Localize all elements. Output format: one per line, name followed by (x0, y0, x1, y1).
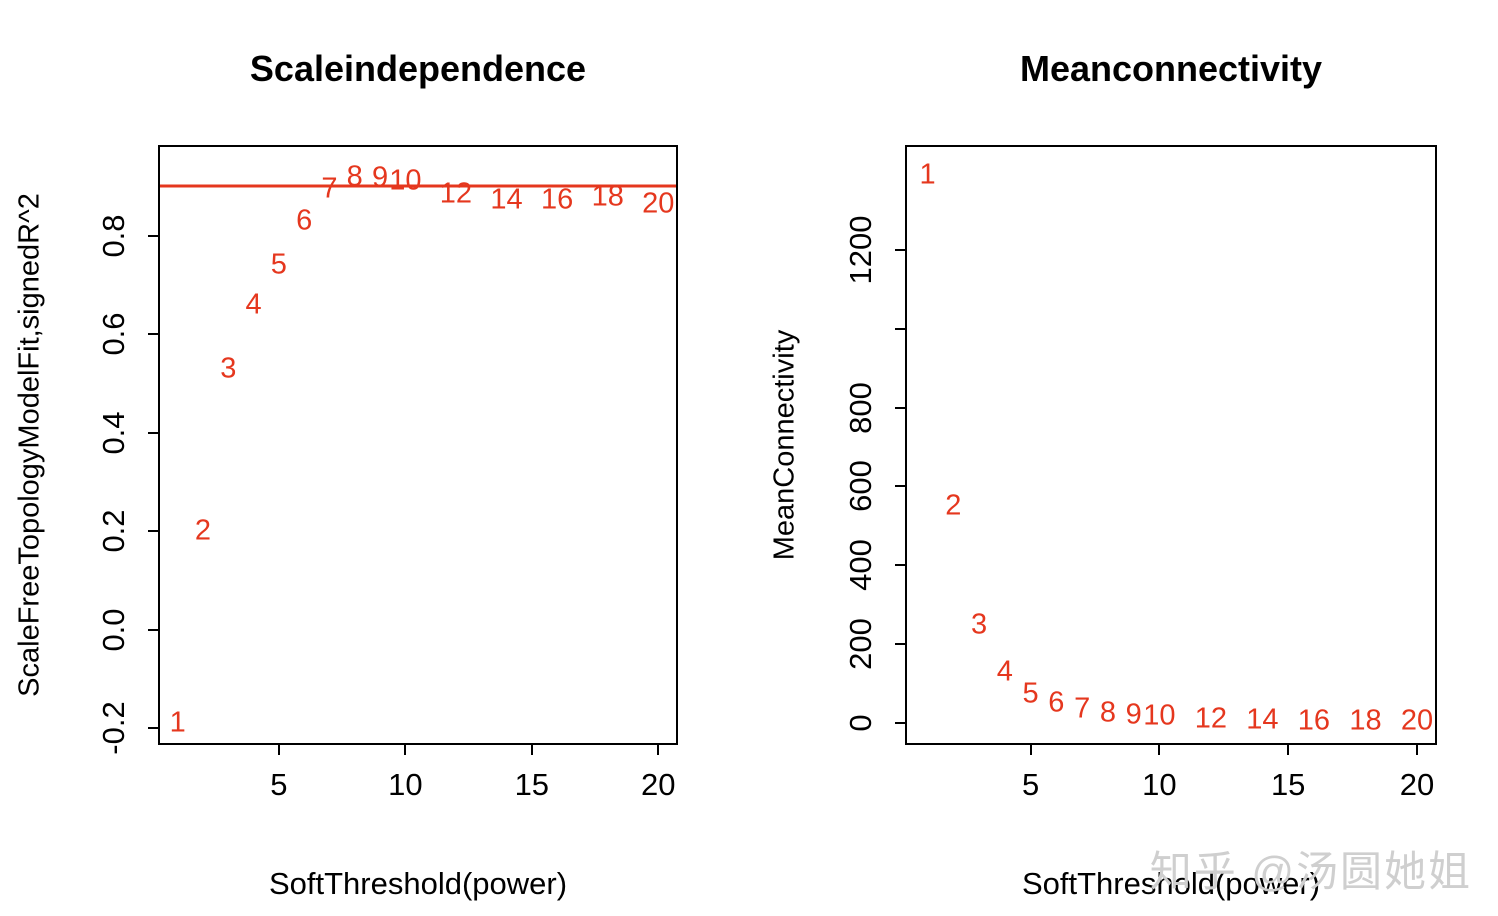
y-tick-label: 0.2 (96, 509, 131, 553)
x-tick-mark (657, 743, 660, 755)
data-point-label: 4 (996, 655, 1013, 688)
data-point-label: 3 (220, 352, 237, 385)
data-point-label: 10 (1143, 699, 1176, 732)
x-tick-mark (1287, 743, 1290, 755)
x-tick-mark (277, 743, 280, 755)
data-point-label: 1 (919, 158, 936, 191)
data-point-label: 14 (1246, 703, 1279, 736)
y-tick-mark (895, 248, 907, 251)
data-point-label: 14 (490, 183, 523, 216)
y-tick-mark (148, 530, 160, 533)
y-tick-label: 0 (843, 714, 878, 732)
scale-independence-x-axis-label: SoftThreshold(power) (268, 866, 568, 901)
x-tick-mark (1158, 743, 1161, 755)
data-point-label: 10 (389, 164, 422, 197)
data-point-label: 16 (1297, 704, 1331, 736)
y-tick-mark (148, 333, 160, 336)
y-tick-label: -0.2 (96, 701, 131, 755)
x-tick-label: 15 (514, 767, 550, 802)
y-tick-label: 1200 (843, 215, 878, 285)
x-tick-mark (1029, 743, 1032, 755)
data-point-label: 1 (169, 706, 186, 739)
y-tick-mark (148, 727, 160, 730)
data-point-label: 9 (371, 161, 389, 194)
data-point-label: 2 (945, 489, 962, 522)
mean-connectivity-y-axis-label: MeanConnectivity (768, 329, 801, 561)
mean-connectivity-plot: 5 10 15 20 0 200 400 600 800 1200 1 2 3 4 5 6 7 8 9 10 12 14 1… (843, 145, 1437, 802)
scale-independence-plot: 5 10 15 20 -0.2 0.0 0.2 0.4 0.6 0.8 1 2 3 4 5 6 7 8 9 10 12 1… (96, 145, 678, 802)
data-point-label: 8 (346, 160, 363, 193)
data-point-label: 6 (1048, 686, 1065, 719)
data-point-label: 7 (321, 172, 338, 205)
mean-connectivity-title: Meanconnectivity (1019, 48, 1323, 89)
scale-independence-y-axis-label: ScaleFreeTopologyModelFit,signedR^2 (13, 193, 46, 697)
y-tick-label: 0.8 (96, 214, 131, 258)
x-tick-label: 10 (1142, 767, 1177, 802)
data-point-label: 8 (1099, 696, 1116, 729)
data-point-label: 2 (194, 514, 212, 547)
data-point-label: 4 (245, 288, 262, 321)
x-tick-mark (404, 743, 407, 755)
y-tick-label: 200 (843, 618, 878, 671)
x-tick-label: 5 (270, 767, 288, 802)
data-point-label: 5 (270, 248, 287, 281)
y-tick-mark (895, 564, 907, 567)
y-tick-mark (895, 643, 907, 646)
x-tick-mark (1415, 743, 1418, 755)
mean-connectivity-x-axis-label: SoftThreshold(power) (1021, 866, 1321, 901)
y-tick-mark (895, 406, 907, 409)
y-tick-mark (148, 234, 160, 237)
data-point-label: 5 (1022, 677, 1039, 710)
x-tick-label: 20 (641, 767, 676, 802)
x-tick-mark (530, 743, 533, 755)
data-point-label: 6 (296, 204, 313, 237)
data-point-label: 3 (971, 608, 988, 641)
y-tick-mark (895, 327, 907, 330)
data-point-label: 12 (439, 177, 473, 210)
y-tick-mark (895, 722, 907, 725)
y-tick-mark (895, 485, 907, 488)
x-tick-label: 5 (1022, 767, 1040, 802)
x-tick-label: 15 (1270, 767, 1306, 802)
scale-independence-title: Scaleindependence (249, 48, 587, 89)
y-tick-label: 0.4 (96, 411, 131, 455)
y-tick-mark (148, 431, 160, 434)
threshold-line (160, 184, 676, 188)
data-point-label: 12 (1194, 702, 1228, 735)
x-tick-label: 10 (388, 767, 423, 802)
data-point-label: 18 (1349, 704, 1382, 737)
data-point-label: 7 (1074, 692, 1091, 725)
y-tick-label: 0.6 (96, 312, 131, 356)
data-point-label: 20 (642, 187, 675, 220)
y-tick-mark (148, 628, 160, 631)
data-point-label: 20 (1400, 704, 1434, 737)
data-point-label: 16 (540, 183, 574, 216)
y-tick-label: 0.0 (96, 608, 131, 652)
x-tick-label: 20 (1399, 767, 1435, 802)
y-tick-label: 600 (843, 460, 878, 513)
data-point-label: 9 (1125, 698, 1142, 731)
y-tick-label: 400 (843, 539, 878, 592)
data-point-label: 18 (591, 180, 624, 213)
y-tick-label: 800 (843, 381, 878, 434)
watermark: 知乎 @汤圆她姐 (1149, 848, 1472, 895)
